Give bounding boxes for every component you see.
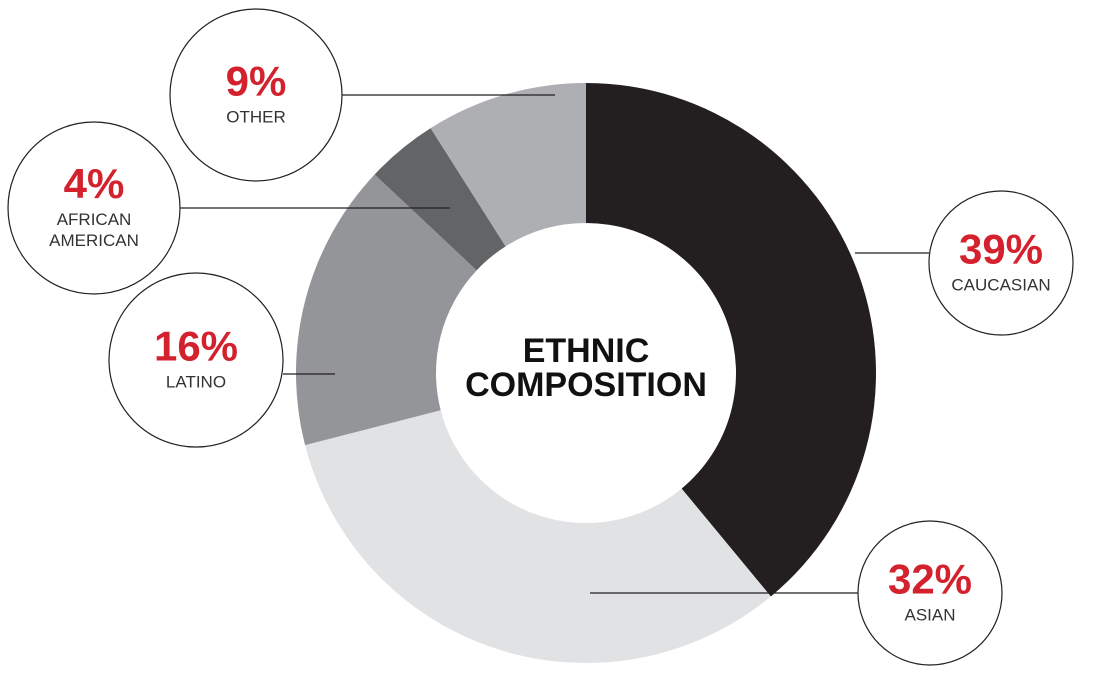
callout-caucasian: 39% CAUCASIAN <box>928 190 1074 336</box>
callout-circle-other <box>169 8 343 182</box>
slice-other <box>430 83 586 247</box>
callout-african-american: 4% AFRICAN AMERICAN <box>7 121 181 295</box>
callout-circle-african-american <box>7 121 181 295</box>
callout-percent-asian: 32% <box>888 555 972 602</box>
callout-percent-latino: 16% <box>154 322 238 369</box>
callout-label-african-american: AMERICAN <box>49 231 139 250</box>
leader-lines <box>180 94 929 594</box>
callout-label-other: OTHER <box>226 107 286 126</box>
callout-label-caucasian: CAUCASIAN <box>951 275 1050 294</box>
slice-african-american <box>374 128 506 271</box>
callout-circle-asian <box>857 520 1003 666</box>
callout-circle-latino <box>108 272 284 448</box>
callout-latino: 16% LATINO <box>108 272 284 448</box>
callout-percent-caucasian: 39% <box>959 225 1043 272</box>
callout-percent-african-american: 4% <box>64 160 125 207</box>
donut-slices <box>296 83 877 664</box>
callout-circle-caucasian <box>928 190 1074 336</box>
chart-title-line-2: COMPOSITION <box>465 366 707 404</box>
slice-caucasian <box>586 83 877 597</box>
slice-latino <box>296 174 477 446</box>
callout-label-asian: ASIAN <box>904 605 955 624</box>
callout-label-african-american: AFRICAN <box>57 210 132 229</box>
slice-asian <box>305 410 771 664</box>
chart-title-line-1: ETHNIC <box>523 332 650 370</box>
callout-label-latino: LATINO <box>166 372 226 391</box>
callout-percent-other: 9% <box>226 57 287 104</box>
callouts: 39% CAUCASIAN 32% ASIAN 16% LATINO 4% AFRICAN AM… <box>7 8 1074 666</box>
callout-asian: 32% ASIAN <box>857 520 1003 666</box>
callout-other: 9% OTHER <box>169 8 343 182</box>
